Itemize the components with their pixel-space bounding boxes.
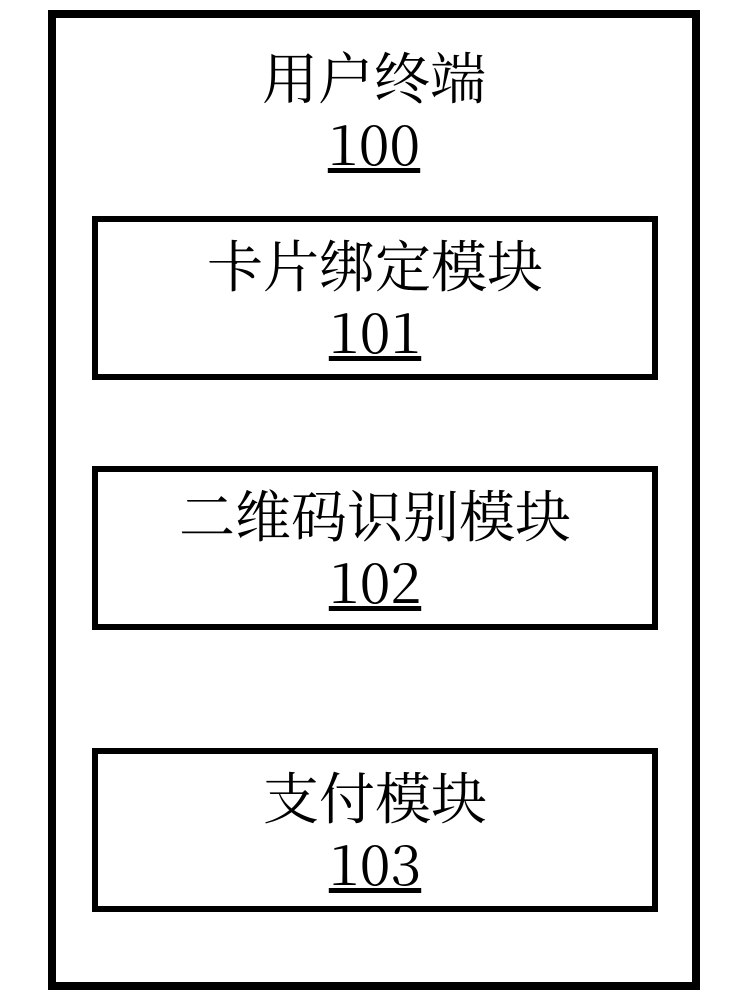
module-payment: 支付模块 103: [92, 748, 658, 912]
module-label: 支付模块: [263, 766, 487, 828]
module-label: 卡片绑定模块: [207, 234, 543, 296]
module-card-binding: 卡片绑定模块 101: [92, 216, 658, 380]
outer-container: 用户终端 100 卡片绑定模块 101 二维码识别模块 102 支付模块 103: [48, 10, 700, 990]
module-number: 101: [329, 300, 421, 362]
module-label: 二维码识别模块: [179, 484, 571, 546]
diagram-header: 用户终端 100: [56, 46, 692, 173]
header-title: 用户终端: [56, 46, 692, 108]
header-number: 100: [56, 112, 692, 174]
module-number: 103: [329, 832, 421, 894]
module-number: 102: [329, 550, 421, 612]
module-qr-recognition: 二维码识别模块 102: [92, 466, 658, 630]
